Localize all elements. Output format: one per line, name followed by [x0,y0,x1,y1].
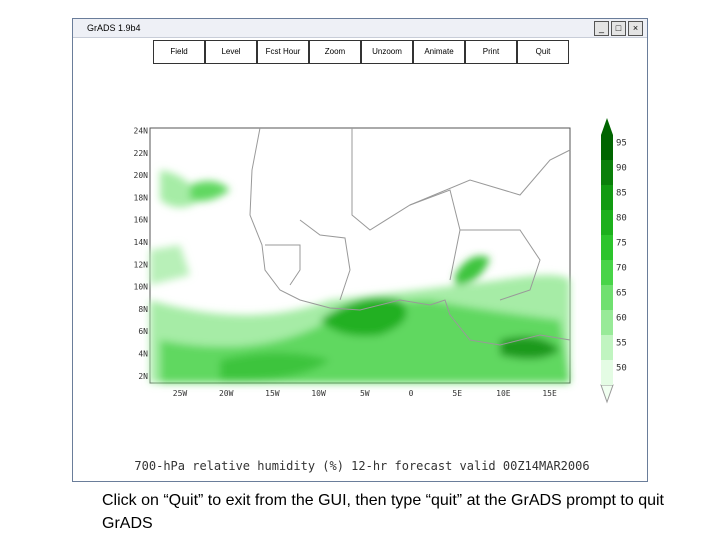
colorbar-segment [601,285,613,310]
colorbar-segment [601,185,613,210]
colorbar-label: 75 [616,239,627,249]
toolbar-button[interactable]: Level [205,40,257,64]
colorbar-segment [601,210,613,235]
toolbar-button[interactable]: Fcst Hour [257,40,309,64]
colorbar-segment [601,160,613,185]
x-axis-label: 20W [219,389,234,398]
toolbar-button[interactable]: Quit [517,40,569,64]
toolbar: Field Level Fcst Hour Zoom Unzoom Animate Prin… [153,40,569,64]
colorbar: 95 90 85 80 75 70 65 60 55 50 [601,135,627,385]
y-axis-label: 4N [138,350,148,359]
colorbar-label: 90 [616,164,627,174]
plot-title: 700-hPa relative humidity (%) 12-hr fore… [134,459,589,473]
toolbar-button[interactable]: Field [153,40,205,64]
colorbar-label: 95 [616,139,627,149]
window-controls: _ □ × [594,21,643,36]
colorbar-segment [601,235,613,260]
colorbar-label: 80 [616,214,627,224]
toolbar-button[interactable]: Print [465,40,517,64]
colorbar-bottom [600,384,614,404]
minimize-button[interactable]: _ [594,21,609,36]
y-axis-label: 18N [134,193,149,202]
colorbar-label: 55 [616,339,627,349]
title-bar: GrADS 1.9b4 _ □ × [73,19,647,38]
colorbar-segment [601,335,613,360]
y-axis-label: 20N [134,171,149,180]
x-axis-label: 5W [360,389,370,398]
colorbar-label: 65 [616,289,627,299]
x-axis-label: 10W [311,389,326,398]
colorbar-segment [601,310,613,335]
colorbar-segment [601,135,613,160]
y-axis-label: 14N [134,238,149,247]
toolbar-button[interactable]: Animate [413,40,465,64]
slide-caption: Click on “Quit” to exit from the GUI, th… [102,492,664,532]
y-axis-label: 8N [138,305,148,314]
colorbar-top [601,118,613,135]
x-axis-label: 15W [265,389,280,398]
colorbar-label: 85 [616,189,627,199]
x-axis-label: 10E [496,389,511,398]
colorbar-label: 70 [616,264,627,274]
y-axis-label: 10N [134,283,149,292]
y-axis-label: 2N [138,372,148,381]
x-axis-label: 25W [173,389,188,398]
x-axis-label: 5E [452,389,462,398]
y-axis-label: 16N [134,216,149,225]
y-axis-label: 6N [138,327,148,336]
colorbar-segment [601,360,613,385]
toolbar-button[interactable]: Unzoom [361,40,413,64]
maximize-button[interactable]: □ [611,21,626,36]
y-axis-label: 24N [134,127,149,136]
colorbar-label: 50 [616,364,627,374]
x-axis-label: 0 [409,389,414,398]
coastlines [249,127,571,346]
colorbar-label: 60 [616,314,627,324]
close-button[interactable]: × [628,21,643,36]
toolbar-button[interactable]: Zoom [309,40,361,64]
y-axis-label: 12N [134,260,149,269]
x-axis-label: 15E [542,389,557,398]
colorbar-segment [601,260,613,285]
window-title: GrADS 1.9b4 [87,23,141,33]
humidity-field [150,170,570,383]
y-axis-label: 22N [134,149,149,158]
